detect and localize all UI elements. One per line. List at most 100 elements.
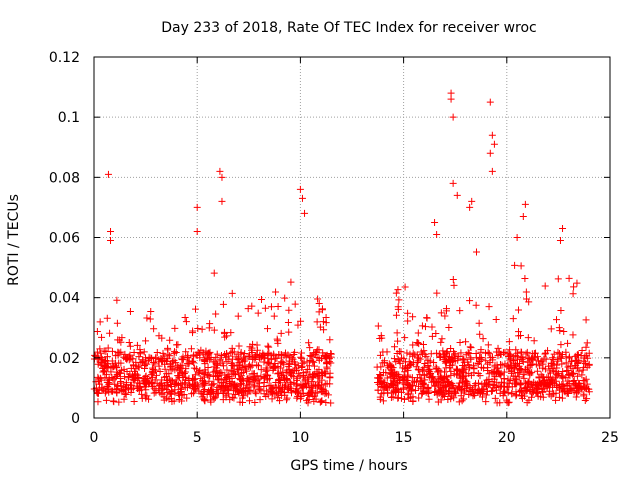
data-point-863 (279, 358, 287, 366)
data-point-2030 (227, 359, 235, 367)
y-tick-label-5: 0.1 (58, 110, 80, 126)
data-point-1725 (194, 325, 202, 333)
data-point-1803 (322, 370, 330, 378)
data-point-836 (414, 339, 422, 347)
data-point-1623 (100, 358, 108, 366)
data-point-393 (274, 303, 282, 311)
data-point-526 (393, 329, 401, 337)
data-point-799 (142, 337, 150, 345)
data-point-60 (317, 397, 325, 405)
data-point-671 (421, 376, 429, 384)
data-point-1972 (277, 358, 285, 366)
data-point-1904 (517, 354, 525, 362)
data-point-402 (210, 269, 218, 277)
data-point-1550 (404, 363, 412, 371)
data-point-1891 (573, 385, 581, 393)
data-point-1535 (434, 368, 442, 376)
data-point-1708 (522, 288, 530, 296)
data-point-2082 (193, 227, 201, 235)
data-point-568 (479, 335, 487, 343)
data-point-1874 (424, 362, 432, 370)
data-point-435 (394, 286, 402, 294)
data-point-2060 (577, 382, 585, 390)
data-point-1752 (571, 362, 579, 370)
data-point-1401 (323, 380, 331, 388)
data-point-1500 (304, 379, 312, 387)
data-point-2006 (407, 382, 415, 390)
data-point-258 (517, 262, 525, 270)
data-point-1466 (506, 376, 514, 384)
data-point-1899 (440, 373, 448, 381)
data-point-684 (298, 363, 306, 371)
data-point-1896 (284, 385, 292, 393)
data-point-1640 (557, 354, 565, 362)
data-point-1962 (485, 350, 493, 358)
data-point-1832 (552, 396, 560, 404)
data-point-2077 (265, 343, 273, 351)
data-point-1881 (431, 382, 439, 390)
data-point-1824 (232, 353, 240, 361)
data-point-1625 (245, 362, 253, 370)
data-point-1683 (171, 348, 179, 356)
data-point-2034 (425, 367, 433, 375)
data-point-2008 (219, 389, 227, 397)
data-point-1910 (236, 375, 244, 383)
data-point-991 (103, 353, 111, 361)
data-point-1422 (413, 374, 421, 382)
data-point-1228 (94, 398, 102, 406)
data-point-880 (171, 324, 179, 332)
data-point-656 (507, 358, 515, 366)
data-point-1673 (319, 349, 327, 357)
data-point-1783 (309, 387, 317, 395)
data-point-2100 (488, 167, 496, 175)
data-point-1932 (126, 342, 134, 350)
data-point-1890 (96, 318, 104, 326)
data-point-1844 (239, 399, 247, 407)
data-point-2050 (482, 398, 490, 406)
data-point-1649 (297, 349, 305, 357)
data-point-1924 (121, 390, 129, 398)
data-point-659 (308, 377, 316, 385)
data-point-425 (253, 361, 261, 369)
data-point-593 (236, 375, 244, 383)
x-axis-label: GPS time / hours (290, 458, 407, 474)
data-point-1848 (297, 381, 305, 389)
data-point-2003 (280, 383, 288, 391)
data-point-221 (213, 350, 221, 358)
data-point-320 (391, 343, 399, 351)
data-point-1805 (554, 371, 562, 379)
data-point-442 (559, 367, 567, 375)
data-point-585 (251, 388, 259, 396)
data-point-1711 (469, 362, 477, 370)
data-point-1629 (270, 312, 278, 320)
data-point-1871 (503, 362, 511, 370)
data-point-1622 (454, 382, 462, 390)
data-point-1054 (102, 396, 110, 404)
data-point-2027 (456, 338, 464, 346)
data-point-1343 (274, 370, 282, 378)
data-point-1164 (491, 373, 499, 381)
data-point-1927 (555, 369, 563, 377)
data-point-1857 (319, 388, 327, 396)
y-tick-label-2: 0.04 (49, 291, 80, 307)
data-point-2094 (468, 197, 476, 205)
data-point-1592 (312, 395, 320, 403)
data-point-1443 (244, 390, 252, 398)
data-point-92 (554, 348, 562, 356)
data-point-1152 (191, 386, 199, 394)
data-point-796 (251, 381, 259, 389)
data-point-1390 (114, 351, 122, 359)
data-point-1363 (311, 349, 319, 357)
data-point-1965 (392, 311, 400, 319)
data-point-2076 (533, 383, 541, 391)
data-point-1421 (395, 296, 403, 304)
data-point-2079 (107, 227, 115, 235)
data-point-1354 (261, 304, 269, 312)
data-point-1611 (582, 375, 590, 383)
data-point-1902 (319, 318, 327, 326)
data-point-2061 (461, 362, 469, 370)
data-point-1384 (534, 353, 542, 361)
data-point-2028 (424, 384, 432, 392)
data-point-2102 (519, 212, 527, 220)
y-tick-labels: 0 0.02 0.04 0.06 0.08 0.1 0.12 (49, 50, 80, 427)
